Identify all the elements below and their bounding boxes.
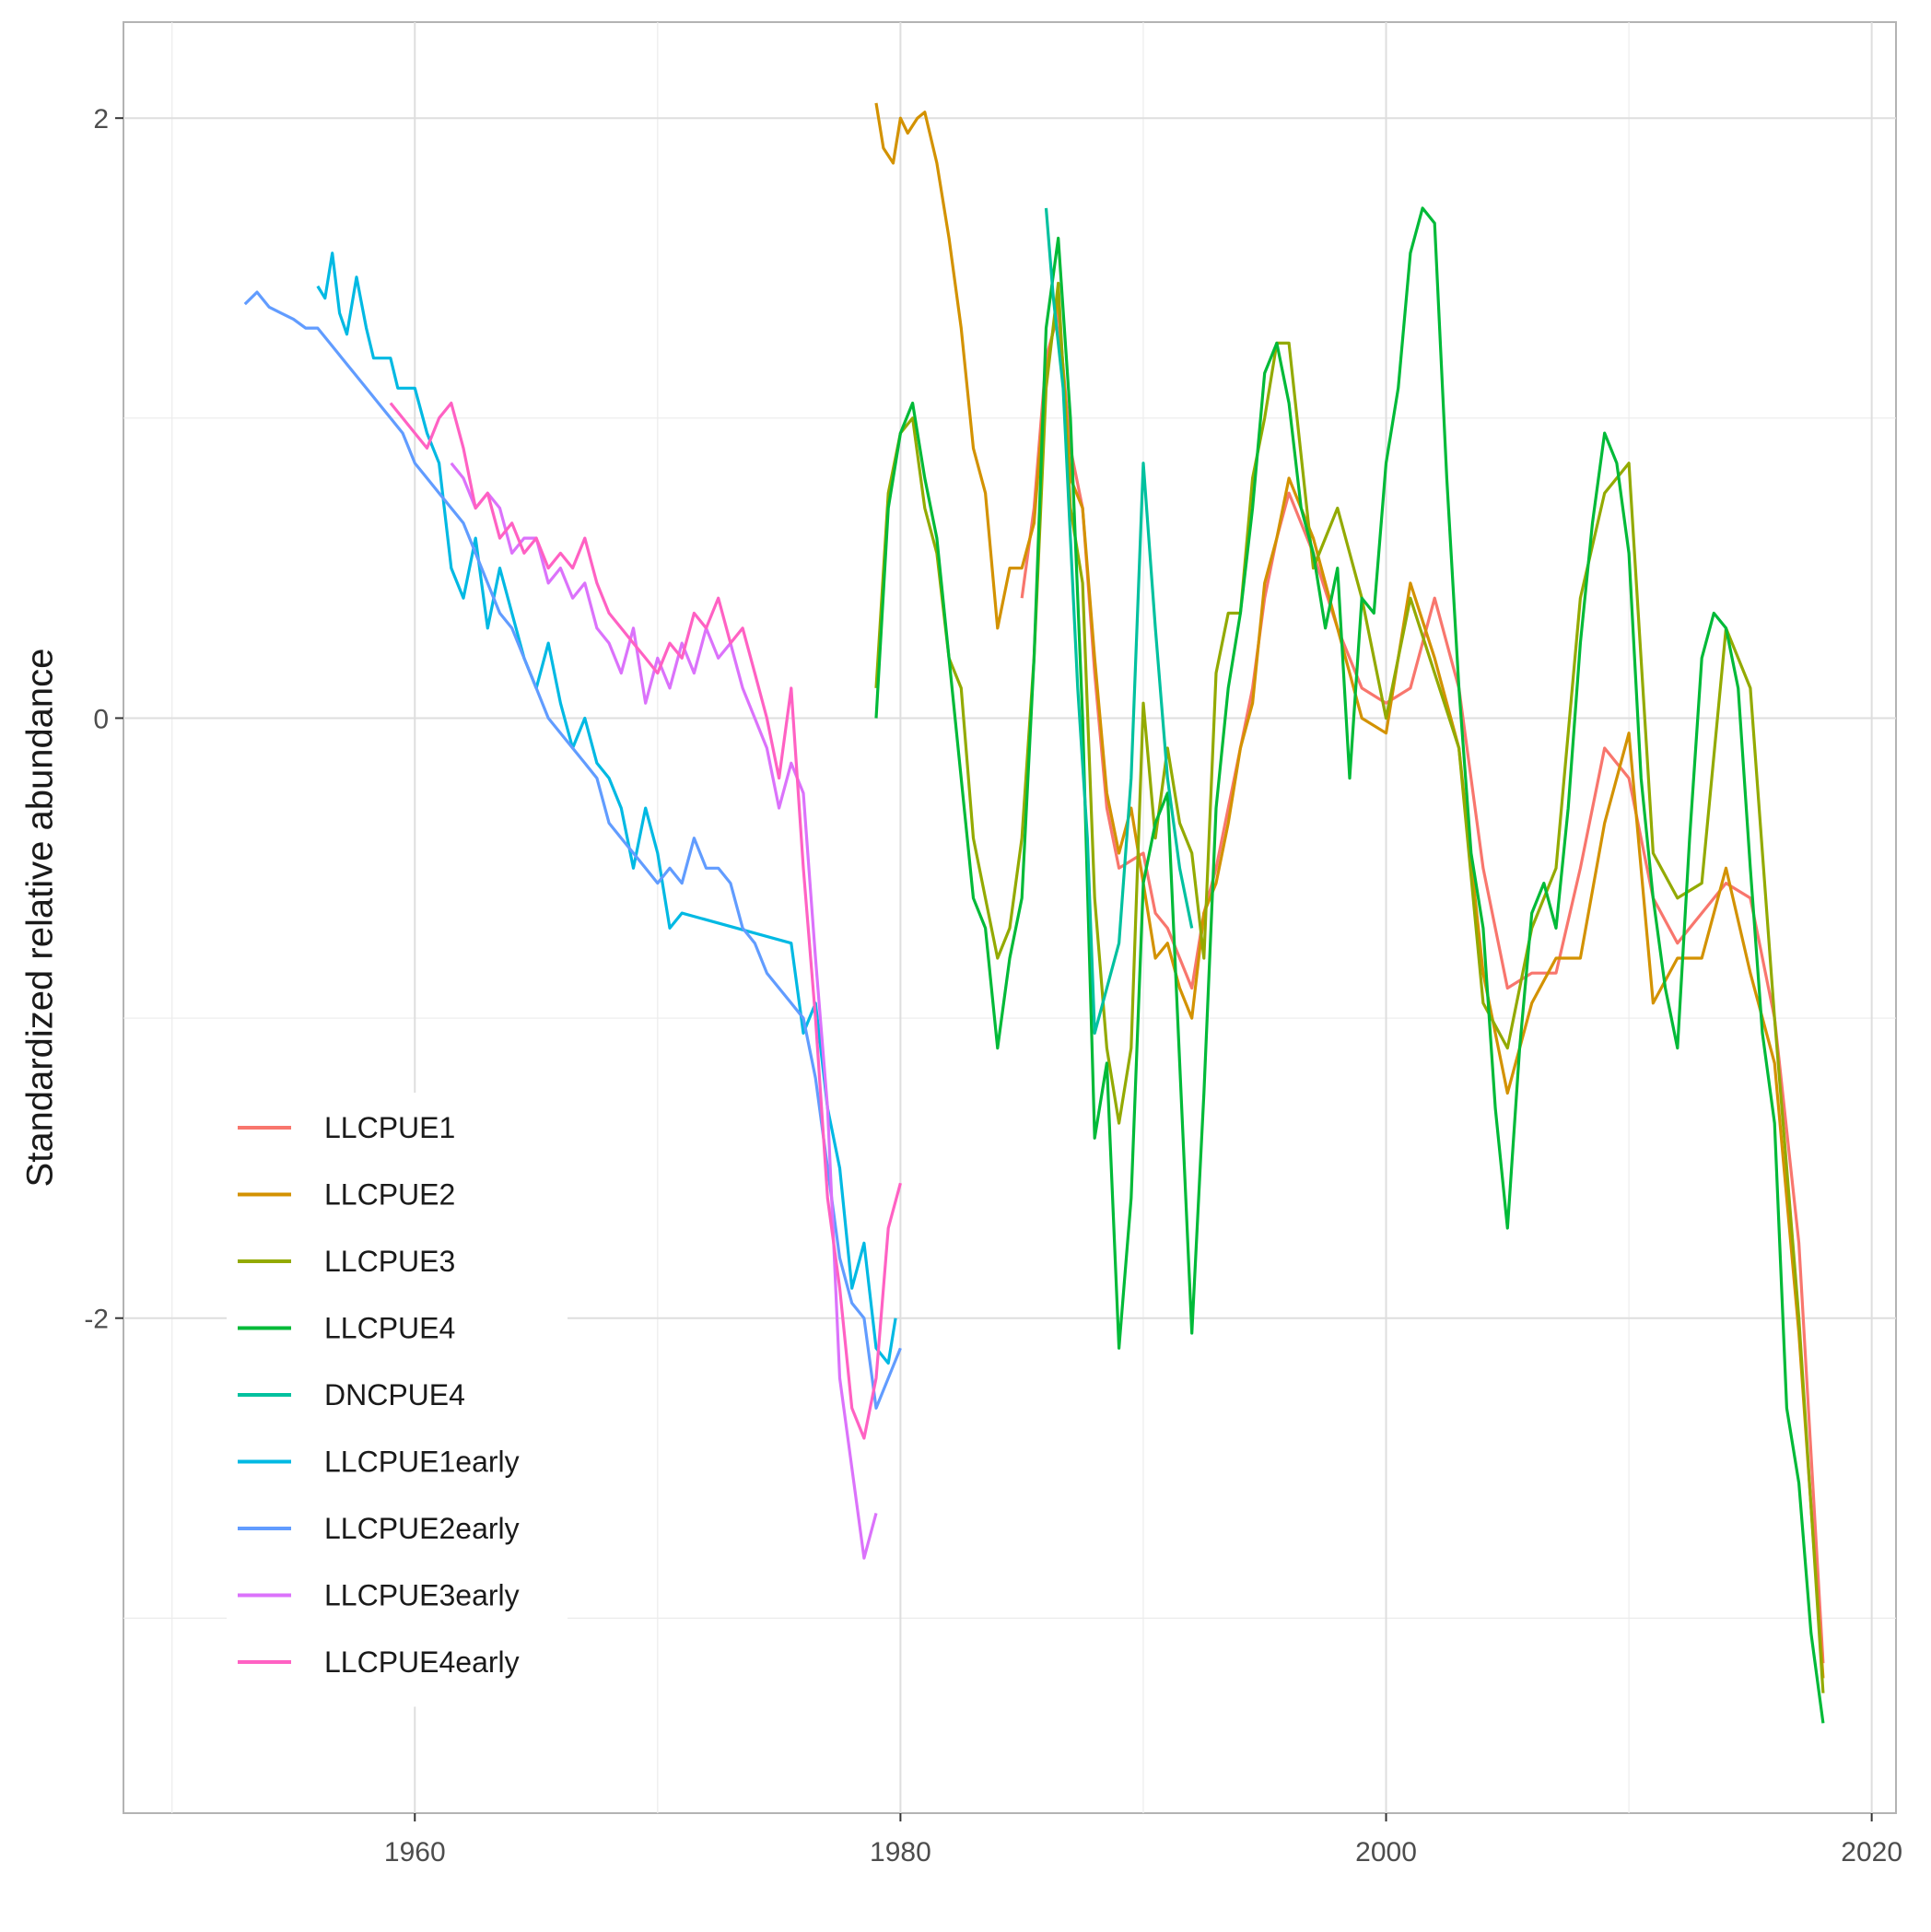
series-line-llcpue3early [450, 462, 878, 1560]
legend-label: LLCPUE4early [324, 1645, 520, 1679]
y-tick-label: 0 [93, 704, 109, 734]
x-tick-label: 1960 [384, 1837, 446, 1868]
grid [123, 22, 1896, 1813]
series-line-dncpue4 [1044, 207, 1194, 1036]
axis-ticks: 1960 1980 2000 2020 -2 0 2 [84, 104, 1902, 1868]
series-lines [243, 102, 1825, 1724]
x-tick-label: 2020 [1841, 1837, 1902, 1868]
legend-label: DNCPUE4 [324, 1378, 465, 1411]
y-tick-label: 2 [93, 104, 109, 135]
series-line-llcpue3 [874, 281, 1825, 1693]
legend-label: LLCPUE1early [324, 1446, 520, 1479]
legend-label: LLCPUE1 [324, 1111, 455, 1144]
legend-label: LLCPUE2early [324, 1512, 520, 1545]
legend: LLCPUE1 LLCPUE2 LLCPUE3 LLCPUE4 DNCPUE4 LLCPU… [227, 1093, 568, 1707]
series-line-llcpue4early [389, 401, 902, 1440]
legend-label: LLCPUE3 [324, 1245, 455, 1278]
legend-label: LLCPUE4 [324, 1312, 455, 1345]
series-line-llcpue1 [1020, 311, 1825, 1664]
legend-label: LLCPUE3early [324, 1579, 520, 1612]
series-line-llcpue4 [874, 206, 1825, 1724]
legend-label: LLCPUE2 [324, 1178, 455, 1212]
series-line-llcpue2 [874, 102, 1825, 1679]
y-tick-label: -2 [84, 1305, 109, 1335]
x-tick-label: 1980 [870, 1837, 931, 1868]
y-axis-label: Standardized relative abundance [20, 649, 61, 1188]
x-tick-label: 2000 [1355, 1837, 1417, 1868]
series-line-llcpue2early [243, 290, 902, 1411]
